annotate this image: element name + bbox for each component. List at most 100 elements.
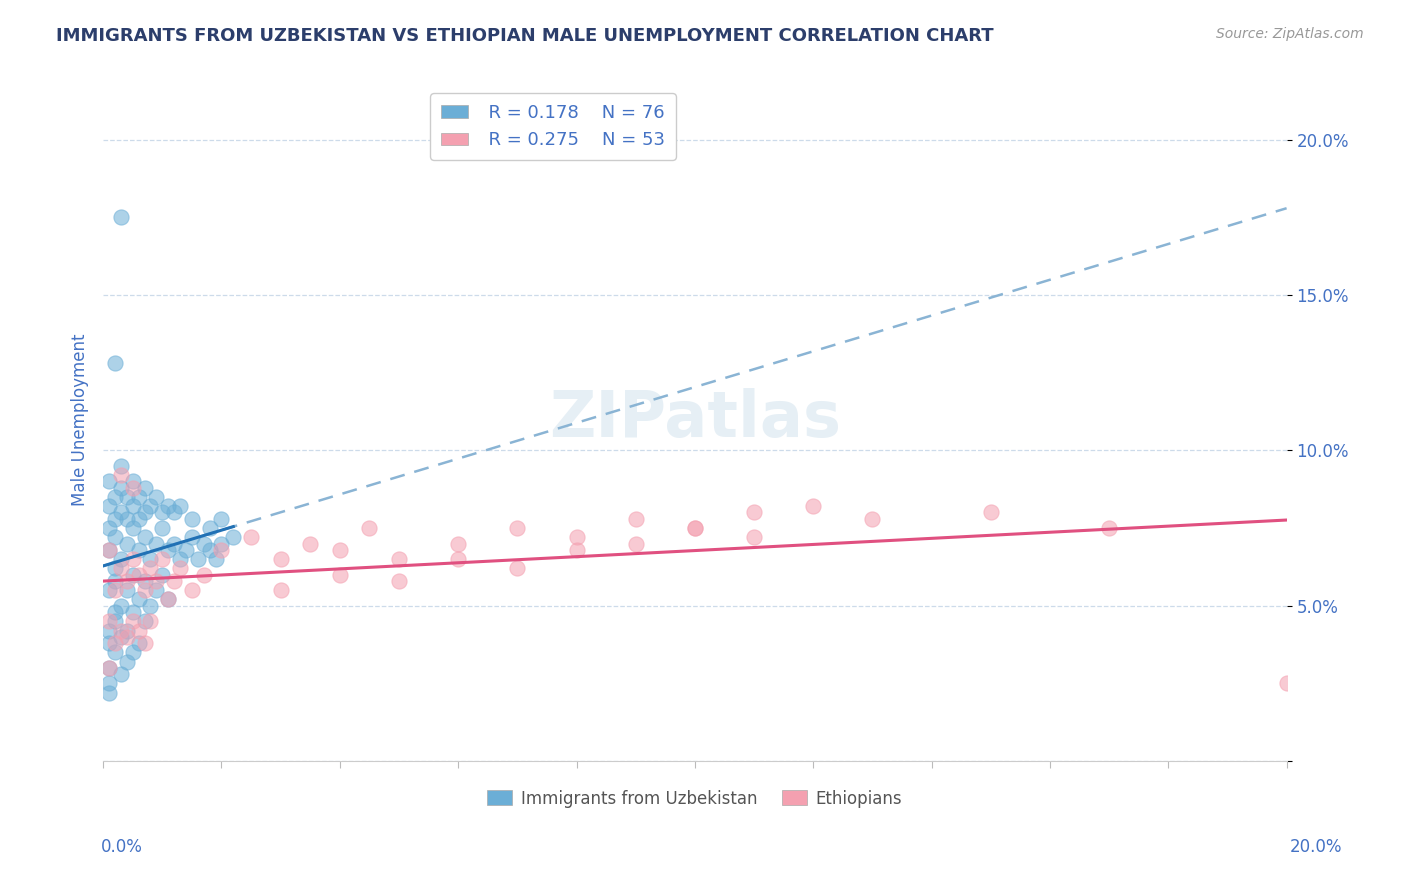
Point <box>169 561 191 575</box>
Point <box>98 676 121 690</box>
Point <box>139 552 162 566</box>
Point <box>128 592 150 607</box>
Point <box>860 511 883 525</box>
Point <box>121 605 143 619</box>
Point <box>134 574 156 588</box>
Point <box>128 636 150 650</box>
Point <box>145 490 167 504</box>
Point <box>98 521 121 535</box>
Point <box>115 536 138 550</box>
Legend: Immigrants from Uzbekistan, Ethiopians: Immigrants from Uzbekistan, Ethiopians <box>481 783 908 814</box>
Point <box>565 542 588 557</box>
Point <box>169 552 191 566</box>
Point <box>193 536 215 550</box>
Point <box>565 530 588 544</box>
Point <box>121 567 143 582</box>
Point <box>134 506 156 520</box>
Point <box>299 536 322 550</box>
Point <box>211 511 233 525</box>
Point <box>240 530 263 544</box>
Point <box>110 506 132 520</box>
Point <box>193 567 215 582</box>
Point <box>157 592 180 607</box>
Point <box>128 490 150 504</box>
Point <box>104 574 127 588</box>
Point <box>98 636 121 650</box>
Point <box>150 521 173 535</box>
Point <box>104 561 127 575</box>
Point <box>139 614 162 628</box>
Point <box>447 552 470 566</box>
Point <box>110 667 132 681</box>
Point <box>121 645 143 659</box>
Point <box>198 542 221 557</box>
Point <box>128 567 150 582</box>
Point <box>157 500 180 514</box>
Point <box>150 506 173 520</box>
Point <box>145 574 167 588</box>
Point <box>128 542 150 557</box>
Point <box>115 630 138 644</box>
Point <box>211 536 233 550</box>
Point <box>110 468 132 483</box>
Point <box>506 521 529 535</box>
Point <box>134 583 156 598</box>
Point <box>683 521 706 535</box>
Point <box>110 599 132 613</box>
Point <box>104 605 127 619</box>
Point <box>98 475 121 489</box>
Point <box>180 530 202 544</box>
Point <box>128 624 150 638</box>
Point <box>98 542 121 557</box>
Point <box>180 583 202 598</box>
Point <box>270 552 292 566</box>
Point <box>104 636 127 650</box>
Point <box>110 458 132 473</box>
Point <box>98 661 121 675</box>
Point <box>145 583 167 598</box>
Point <box>1098 521 1121 535</box>
Point <box>115 655 138 669</box>
Point <box>1275 676 1298 690</box>
Point <box>104 490 127 504</box>
Point <box>624 536 647 550</box>
Point <box>104 614 127 628</box>
Point <box>980 506 1002 520</box>
Point <box>447 536 470 550</box>
Point <box>115 583 138 598</box>
Point <box>163 536 186 550</box>
Point <box>270 583 292 598</box>
Point <box>157 592 180 607</box>
Point <box>388 552 411 566</box>
Point <box>98 583 121 598</box>
Point <box>104 356 127 370</box>
Point <box>329 542 352 557</box>
Point <box>163 506 186 520</box>
Point <box>98 500 121 514</box>
Y-axis label: Male Unemployment: Male Unemployment <box>72 333 89 506</box>
Point <box>121 475 143 489</box>
Point <box>121 500 143 514</box>
Point <box>139 599 162 613</box>
Point <box>742 530 765 544</box>
Point <box>98 614 121 628</box>
Point <box>110 561 132 575</box>
Point <box>134 481 156 495</box>
Point <box>801 500 824 514</box>
Point <box>104 583 127 598</box>
Point <box>98 624 121 638</box>
Point <box>110 552 132 566</box>
Point <box>134 614 156 628</box>
Point <box>198 521 221 535</box>
Point <box>121 521 143 535</box>
Point <box>163 574 186 588</box>
Point <box>115 511 138 525</box>
Point <box>150 567 173 582</box>
Point <box>134 530 156 544</box>
Point <box>683 521 706 535</box>
Point <box>110 211 132 225</box>
Point <box>115 624 138 638</box>
Point <box>204 552 226 566</box>
Point <box>104 645 127 659</box>
Point <box>145 536 167 550</box>
